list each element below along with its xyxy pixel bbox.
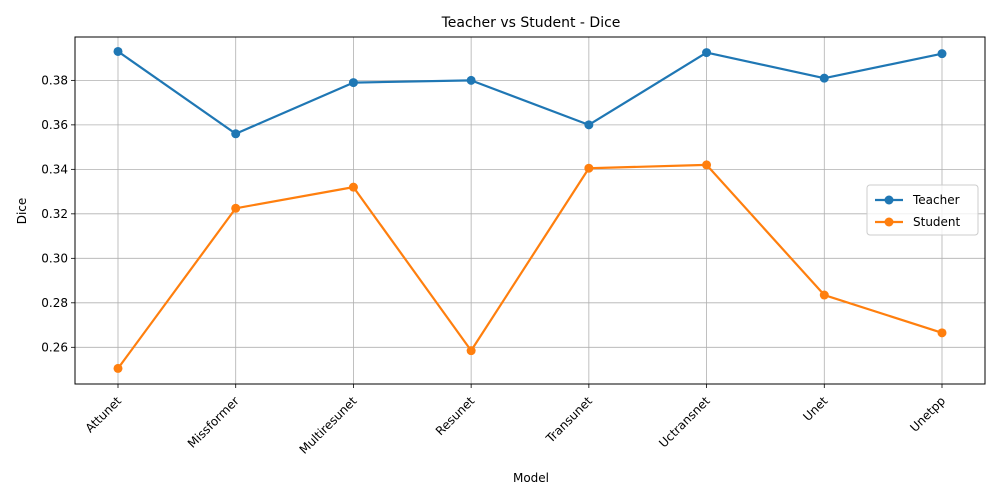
y-tick-label: 0.34 <box>41 162 68 176</box>
student-point <box>348 182 358 192</box>
x-tick-label: Unet <box>800 394 830 424</box>
chart-title: Teacher vs Student - Dice <box>441 15 621 31</box>
teacher-point <box>937 49 947 59</box>
x-tick-label: Uctransnet <box>656 394 713 451</box>
student-point <box>819 290 829 300</box>
x-axis-title: Model <box>513 471 549 485</box>
y-tick-label: 0.32 <box>41 207 68 221</box>
legend: Teacher Student <box>866 184 979 236</box>
x-tick-label: Resunet <box>433 394 478 439</box>
legend-teacher-label: Teacher <box>912 193 960 207</box>
x-tick-label: Transunet <box>543 394 596 447</box>
teacher-point <box>113 46 123 56</box>
x-tick-label: Unetpp <box>907 394 948 435</box>
student-point <box>231 203 241 213</box>
y-tick-label: 0.30 <box>41 251 68 265</box>
teacher-point <box>819 73 829 83</box>
student-point <box>702 160 712 170</box>
y-tick-label: 0.26 <box>41 340 68 354</box>
x-axis-ticks: Attunet Missformer Multiresunet Resunet Tran… <box>83 384 948 457</box>
y-tick-label: 0.36 <box>41 118 68 132</box>
student-series-line <box>117 163 943 370</box>
legend-teacher-marker <box>884 195 894 205</box>
student-point <box>466 346 476 356</box>
student-point <box>584 163 594 173</box>
teacher-point <box>466 75 476 85</box>
y-axis-ticks: 0.26 0.28 0.30 0.32 0.34 0.36 0.38 <box>41 73 75 354</box>
series-layer <box>113 46 947 373</box>
teacher-point <box>231 129 241 139</box>
grid-lines <box>75 37 985 384</box>
x-tick-label: Missformer <box>185 394 242 451</box>
x-tick-label: Multiresunet <box>297 394 360 457</box>
y-tick-label: 0.38 <box>41 73 68 87</box>
teacher-series-line <box>117 50 943 135</box>
teacher-point <box>348 78 358 88</box>
student-point <box>113 363 123 373</box>
x-tick-label: Attunet <box>83 394 125 436</box>
plot-frame <box>74 36 986 385</box>
teacher-point <box>584 120 594 130</box>
legend-student-label: Student <box>913 215 961 229</box>
student-point <box>937 328 947 338</box>
y-axis-title: Dice <box>15 198 29 225</box>
y-tick-label: 0.28 <box>41 296 68 310</box>
legend-entries: Teacher Student <box>875 193 961 229</box>
legend-student-marker <box>884 217 894 227</box>
teacher-point <box>702 48 712 58</box>
